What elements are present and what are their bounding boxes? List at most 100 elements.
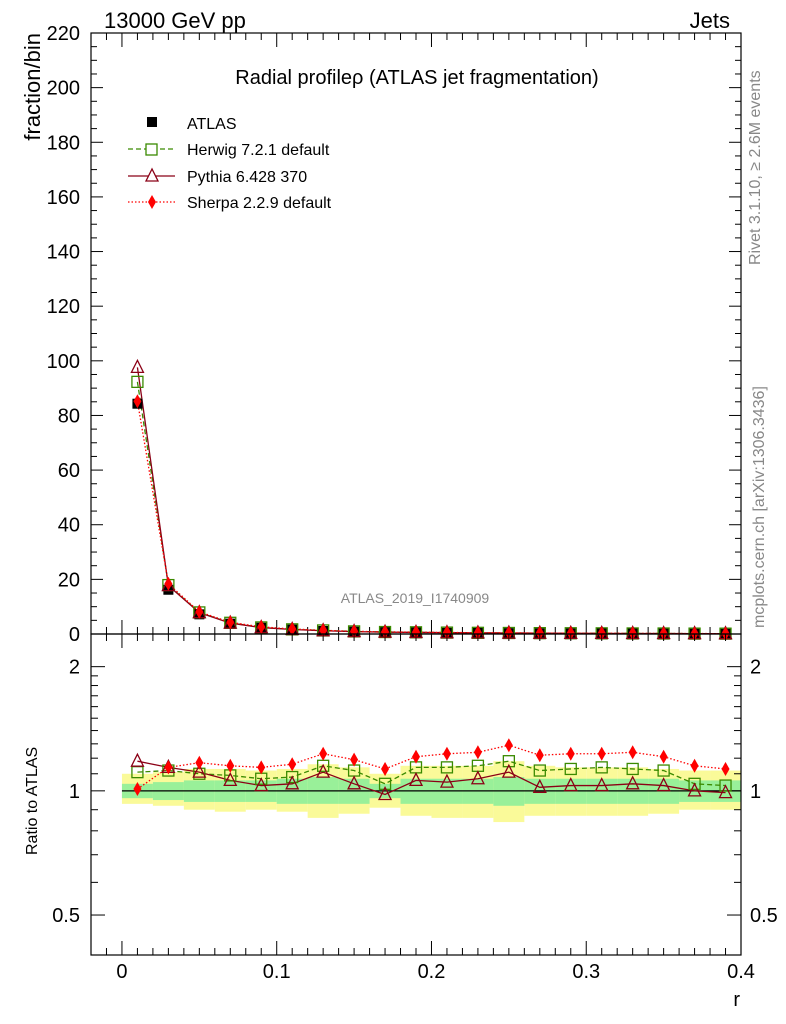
point-sherpa [535,626,544,641]
ratio-point-pythia [347,775,362,790]
ratio-point-sherpa [195,755,204,770]
watermark: ATLAS_2019_I1740909 [341,590,490,606]
legend-marker-atlas [147,117,157,127]
ratio-point-pythia [439,773,455,788]
ratio-point-herwig [626,762,639,776]
legend-marker-sherpa [148,195,156,209]
ratio-y-tick-label: 2 [69,657,80,679]
ratio-point-sherpa [226,758,235,773]
ratio-point-sherpa [133,782,142,797]
ratio-point-pythia [223,771,238,787]
ratio-point-herwig [564,762,577,776]
ratio-point-sherpa [164,760,173,775]
ratio-point-herwig [378,777,392,790]
ratio-point-sherpa [381,761,390,776]
ratio-point-sherpa [504,738,513,753]
point-sherpa [412,625,420,640]
y-tick-label: 120 [47,296,80,318]
ratio-point-pythia [130,752,145,767]
ratio-point-sherpa [690,758,699,773]
ratio-point-sherpa [721,761,730,776]
ratio-point-herwig [440,761,454,774]
rivet-label: Rivet 3.1.10, ≥ 2.6M events [747,70,764,265]
ratio-point-pythia [285,775,300,790]
header-right: Jets [690,8,730,33]
y-tick-label: 20 [58,569,80,591]
ratio-point-sherpa [535,748,544,763]
ratio-y-tick-label-right: 0.5 [750,905,778,927]
y-tick-label: 180 [47,132,80,154]
point-sherpa [195,604,204,619]
ratio-point-pythia [254,777,269,792]
y-tick-label: 60 [58,460,80,482]
ratio-point-sherpa [473,745,482,760]
legend-entry-herwig: Herwig 7.2.1 default [128,142,330,159]
point-sherpa [350,624,359,639]
ratio-point-pythia [594,777,609,792]
ratio-point-sherpa [412,749,420,764]
point-herwig [131,375,144,389]
legend-entry-sherpa: Sherpa 2.2.9 default [128,195,332,212]
legend-label-atlas: ATLAS [187,116,237,133]
ratio-point-herwig [688,777,701,790]
ratio-line-sherpa [137,744,726,790]
point-sherpa [473,625,482,640]
ratio-point-herwig [502,755,516,768]
ratio-point-sherpa [442,746,451,761]
ratio-point-sherpa [350,752,359,767]
ratio-point-herwig [595,761,608,774]
mcplots-label: mcplots.cern.ch [arXiv:1306.3436] [751,386,768,628]
ratio-point-pythia [470,770,485,785]
top-plot: 0 20 40 60 80 100 120 140 160 180 200 220 [47,23,741,646]
x-tick-label: 0 [116,961,127,983]
ratio-point-pythia [687,782,702,797]
ratio-plot: 0 0.1 0.2 0.3 0.4 0.5 0.5 1 1 2 2 [52,634,778,983]
legend-entry-pythia: Pythia 6.428 370 [128,167,307,186]
bottom-ylabel: Ratio to ATLAS [24,747,41,855]
legend-entry-atlas: ATLAS [147,116,237,133]
point-sherpa [133,394,142,409]
y-tick-label: 140 [47,242,80,264]
ratio-point-pythia [625,775,640,790]
ratio-point-sherpa [257,760,266,775]
y-tick-label: 80 [58,405,80,427]
bottom-frame [90,633,742,956]
ratio-point-herwig [719,779,732,792]
y-tick-label: 200 [47,78,80,100]
legend-label-sherpa: Sherpa 2.2.9 default [187,195,332,212]
chart-title: Radial profileρ (ATLAS jet fragmentation… [235,67,598,89]
point-sherpa [566,626,575,641]
ratio-point-pythia [656,777,671,792]
ratio-point-herwig [286,770,299,784]
ratio-point-sherpa [628,745,637,760]
ratio-point-sherpa [659,749,668,764]
point-sherpa [504,625,513,640]
ratio-point-pythia [408,771,424,787]
point-sherpa [257,619,266,634]
y-tick-label: 160 [47,187,80,209]
y-tick-label: 220 [47,23,80,45]
ratio-point-sherpa [597,746,606,761]
ratio-point-herwig [347,764,361,777]
x-tick-label: 0.3 [572,961,600,983]
point-sherpa [226,615,235,630]
header-left: 13000 GeV pp [104,8,246,33]
point-sherpa [288,621,297,636]
ratio-point-herwig [131,765,144,779]
top-ylabel: fraction/bin [20,33,45,141]
x-tick-label: 0.1 [263,961,291,983]
point-sherpa [628,626,637,641]
x-tick-label: 0.4 [727,961,755,983]
ratio-y-tick-label: 0.5 [52,905,80,927]
legend-label-herwig: Herwig 7.2.1 default [187,142,330,159]
ratio-point-sherpa [566,746,575,761]
ratio-point-herwig [471,759,485,772]
point-sherpa [442,625,451,640]
ratio-point-herwig [533,764,546,777]
ratio-point-pythia [563,777,578,792]
ratio-point-sherpa [319,746,328,761]
ratio-point-herwig [657,764,670,777]
ratio-y-tick-label: 1 [69,781,80,803]
legend-marker-herwig [145,143,158,156]
